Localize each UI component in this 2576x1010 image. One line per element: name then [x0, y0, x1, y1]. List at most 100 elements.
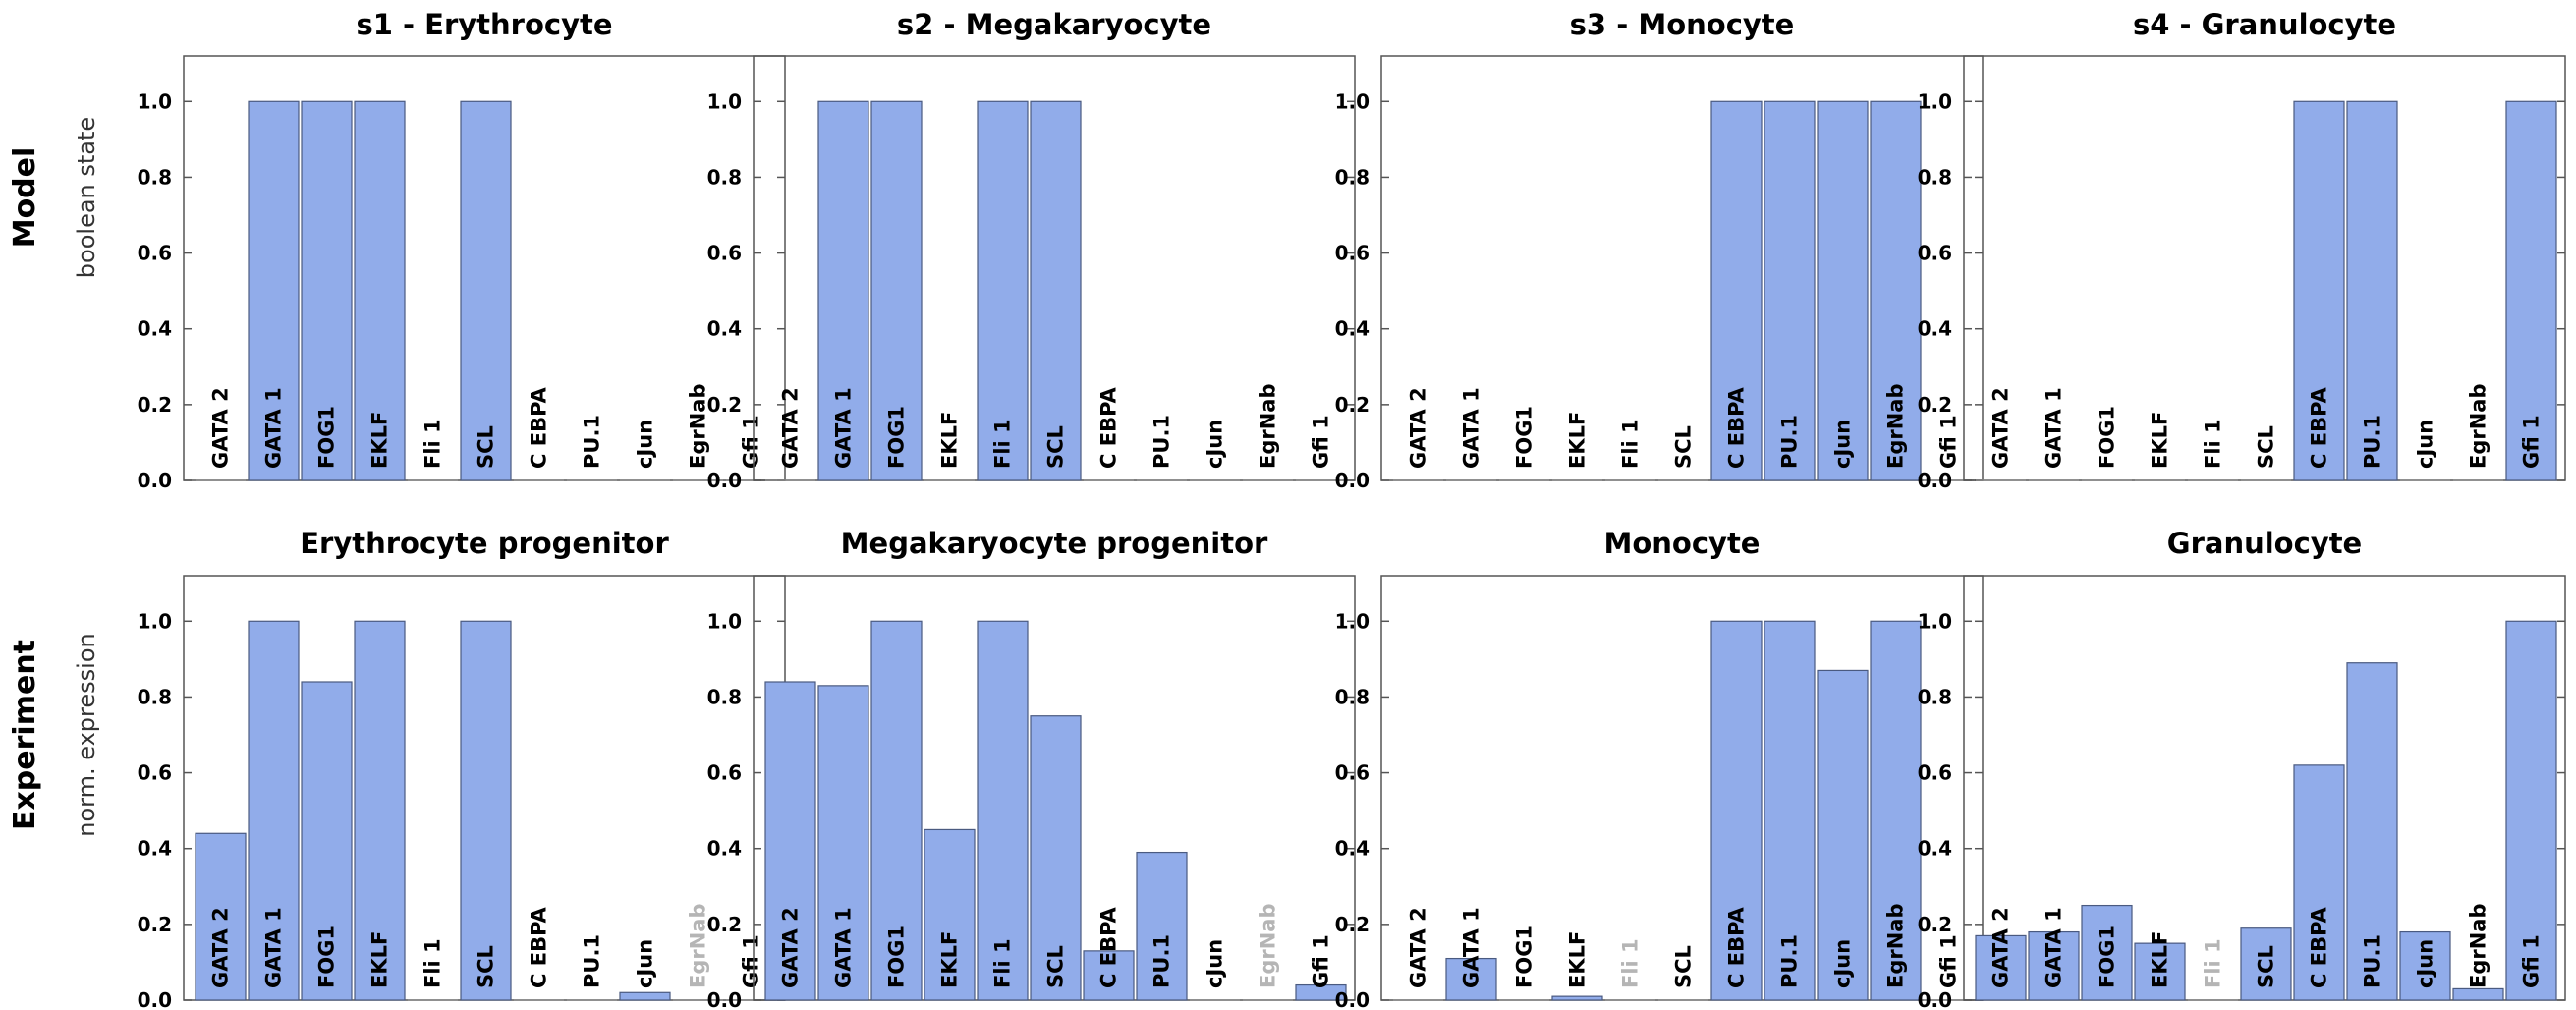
y-tick-label: 0.0	[138, 469, 172, 492]
category-label-gfi-1: Gfi 1	[1937, 415, 1961, 469]
chart-title: Granulocyte	[2167, 527, 2362, 560]
category-label-fog1: FOG1	[1513, 406, 1537, 469]
y-tick-label: 0.6	[707, 761, 742, 785]
y-tick-label: 0.0	[707, 988, 742, 1010]
bar-fog1	[870, 620, 923, 1001]
bar-egrnab	[1870, 620, 1922, 1001]
y-tick-label: 0.0	[1335, 469, 1370, 492]
bar-fli-1	[977, 620, 1029, 1001]
y-tick-label: 0.6	[138, 242, 172, 265]
y-tick-label: 0.4	[707, 317, 742, 341]
category-label-gata-2: GATA 2	[209, 907, 233, 988]
category-label-cjun: cJun	[634, 420, 657, 469]
y-tick-label: 0.0	[1918, 469, 1952, 492]
y-axis-title-model: boolean state	[73, 117, 100, 278]
bar-gata-1	[248, 620, 300, 1001]
y-tick-label: 0.4	[707, 837, 742, 861]
category-label-fli-1: Fli 1	[2202, 419, 2225, 469]
y-tick-label: 0.8	[1335, 685, 1370, 708]
panels: s1 - Erythrocyte 0.0 0.2 0.4 0.6 0.8 1.0 GATA 2…	[138, 8, 2566, 1010]
category-label-gata-2: GATA 2	[1989, 907, 2013, 988]
category-label-fli-1: Fli 1	[1619, 938, 1643, 988]
y-tick-label: 0.4	[138, 317, 172, 341]
category-label-gfi-1: Gfi 1	[1937, 934, 1961, 988]
category-label-fli-1: Fli 1	[991, 938, 1015, 988]
bar-gata-2	[1975, 934, 2027, 1001]
category-label-eklf: EKLF	[368, 412, 392, 469]
bar-eklf	[2134, 942, 2186, 1001]
category-label-scl: SCL	[1672, 425, 1696, 469]
category-label-gfi-1: Gfi 1	[740, 415, 763, 469]
y-tick-label: 0.8	[138, 165, 172, 189]
category-label-pu-1: PU.1	[1150, 934, 1174, 988]
category-label-c-ebpa: C EBPA	[2308, 386, 2331, 469]
category-label-gata-2: GATA 2	[779, 907, 803, 988]
bar-cjun	[2399, 930, 2451, 1001]
category-label-eklf: EKLF	[368, 931, 392, 988]
category-label-scl: SCL	[1044, 425, 1068, 469]
y-tick-label: 1.0	[707, 89, 742, 113]
row-label-model: Model	[8, 147, 42, 249]
y-tick-label: 0.4	[138, 837, 172, 861]
chart-panel-6: Monocyte 0.0 0.2 0.4 0.6 0.8 1.0 GATA 2 GATA 1 FO…	[1335, 527, 1984, 1010]
chart-panel-3: s4 - Granulocyte 0.0 0.2 0.4 0.6 0.8 1.0 GATA 2…	[1918, 8, 2566, 492]
y-axis-title-experiment: norm. expression	[73, 633, 100, 836]
category-label-cjun: cJun	[2414, 420, 2437, 469]
bar-gata-1	[1445, 957, 1497, 1001]
category-label-gfi-1: Gfi 1	[1310, 934, 1333, 988]
bar-scl	[2240, 927, 2292, 1001]
category-label-fog1: FOG1	[885, 926, 909, 988]
y-tick-label: 0.2	[138, 913, 172, 936]
bar-pu-1	[1764, 100, 1816, 481]
category-label-egrnab: EgrNab	[1257, 903, 1280, 988]
bar-gata-2	[195, 832, 247, 1001]
chart-panel-0: s1 - Erythrocyte 0.0 0.2 0.4 0.6 0.8 1.0 GATA 2…	[138, 8, 786, 492]
bar-fli-1	[977, 100, 1029, 481]
category-label-fog1: FOG1	[315, 926, 339, 988]
bar-egrnab	[2452, 987, 2504, 1001]
category-label-cjun: cJun	[1204, 939, 1227, 988]
chart-title: s4 - Granulocyte	[2133, 8, 2396, 41]
y-tick-label: 0.8	[1918, 685, 1952, 708]
bar-c-ebpa	[1710, 620, 1763, 1001]
row-label-experiment: Experiment	[8, 640, 42, 830]
y-tick-label: 0.4	[1335, 837, 1370, 861]
y-tick-label: 0.6	[1335, 242, 1370, 265]
category-label-cjun: cJun	[634, 939, 657, 988]
category-label-gata-2: GATA 2	[779, 387, 803, 469]
category-label-gfi-1: Gfi 1	[740, 934, 763, 988]
y-tick-label: 1.0	[1335, 609, 1370, 633]
bar-gata-1	[817, 685, 869, 1001]
category-label-eklf: EKLF	[2149, 931, 2172, 988]
category-label-fli-1: Fli 1	[421, 938, 445, 988]
category-label-gata-1: GATA 1	[1460, 907, 1484, 988]
y-tick-label: 0.2	[707, 393, 742, 417]
category-label-gata-1: GATA 1	[832, 387, 856, 469]
y-tick-label: 1.0	[138, 89, 172, 113]
y-tick-label: 0.0	[1335, 988, 1370, 1010]
bar-pu-1	[2346, 100, 2398, 481]
category-label-eklf: EKLF	[1566, 931, 1590, 988]
y-tick-label: 0.8	[707, 165, 742, 189]
category-label-egrnab: EgrNab	[2467, 383, 2491, 469]
category-label-c-ebpa: C EBPA	[1097, 906, 1121, 988]
y-tick-label: 0.4	[1918, 317, 1952, 341]
bar-egrnab	[1870, 100, 1922, 481]
y-tick-label: 0.8	[1335, 165, 1370, 189]
bar-pu-1	[2346, 662, 2398, 1001]
category-label-pu-1: PU.1	[1778, 934, 1802, 988]
bar-gfi-1	[2505, 100, 2557, 481]
category-label-gata-1: GATA 1	[1460, 387, 1484, 469]
category-label-c-ebpa: C EBPA	[1725, 386, 1749, 469]
category-label-fog1: FOG1	[2096, 406, 2119, 469]
y-tick-label: 0.8	[1918, 165, 1952, 189]
category-label-fog1: FOG1	[2096, 926, 2119, 988]
bar-fog1	[301, 100, 353, 481]
y-tick-label: 0.0	[707, 469, 742, 492]
category-label-pu-1: PU.1	[1150, 415, 1174, 469]
bar-gata-1	[817, 100, 869, 481]
y-tick-label: 0.2	[1335, 393, 1370, 417]
chart-panel-5: Megakaryocyte progenitor 0.0 0.2 0.4 0.6 0.8 1…	[707, 527, 1356, 1010]
category-label-cjun: cJun	[2414, 939, 2437, 988]
